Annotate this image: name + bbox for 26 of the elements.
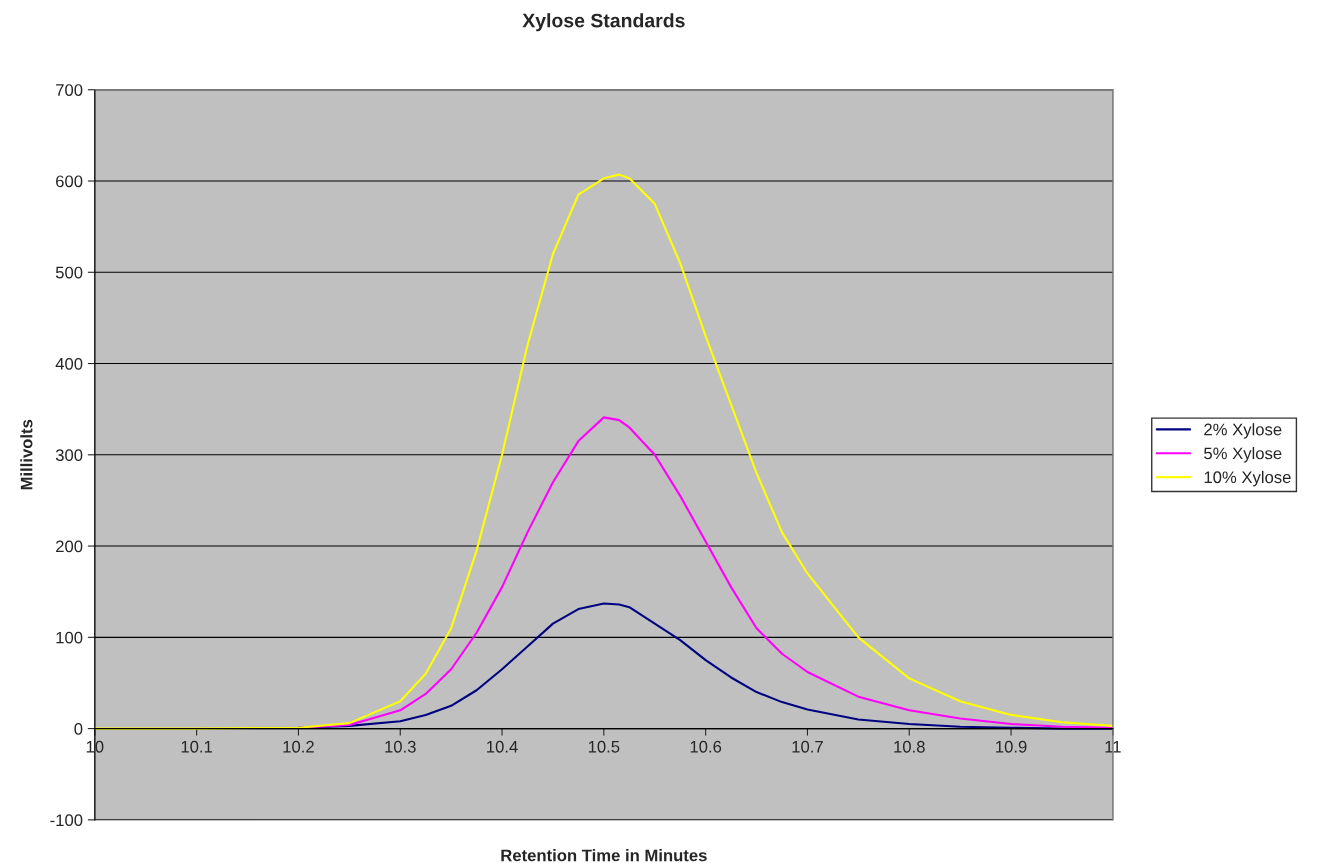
x-tick-label: 10.7 xyxy=(792,740,823,753)
x-tick-label: 11 xyxy=(1105,741,1121,753)
chart-title: Xylose Standards xyxy=(522,13,685,32)
y-axis-title: Millivolts xyxy=(20,419,33,490)
x-tick-label: 10.1 xyxy=(181,740,213,753)
y-tick-label: -100 xyxy=(50,814,83,827)
y-tick-label: 0 xyxy=(74,722,83,735)
legend-label: 5% Xylose xyxy=(1204,447,1282,463)
y-tick-label: 400 xyxy=(55,357,83,370)
x-tick-label: 10.5 xyxy=(588,740,620,753)
legend-label: 10% Xylose xyxy=(1204,470,1291,487)
line-series xyxy=(94,173,1113,730)
x-tick-label: 10.4 xyxy=(487,740,518,753)
y-tick-label: 500 xyxy=(55,266,83,279)
x-tick-label: 10.2 xyxy=(283,740,314,753)
y-tick-label: 700 xyxy=(56,84,83,96)
y-tick-label: 300 xyxy=(55,449,83,461)
x-tick-label: 10.3 xyxy=(385,740,416,753)
legend-label: 2% Xylose xyxy=(1204,423,1282,439)
x-tick-label: 10.8 xyxy=(894,740,925,753)
x-tick-label: 10.9 xyxy=(996,740,1027,753)
x-axis-title: Retention Time in Minutes xyxy=(501,849,707,862)
y-tick-label: 200 xyxy=(56,540,83,553)
y-tick-label: 600 xyxy=(56,175,83,188)
y-tick-label: 100 xyxy=(56,631,83,644)
x-tick-label: 10.6 xyxy=(690,740,722,753)
